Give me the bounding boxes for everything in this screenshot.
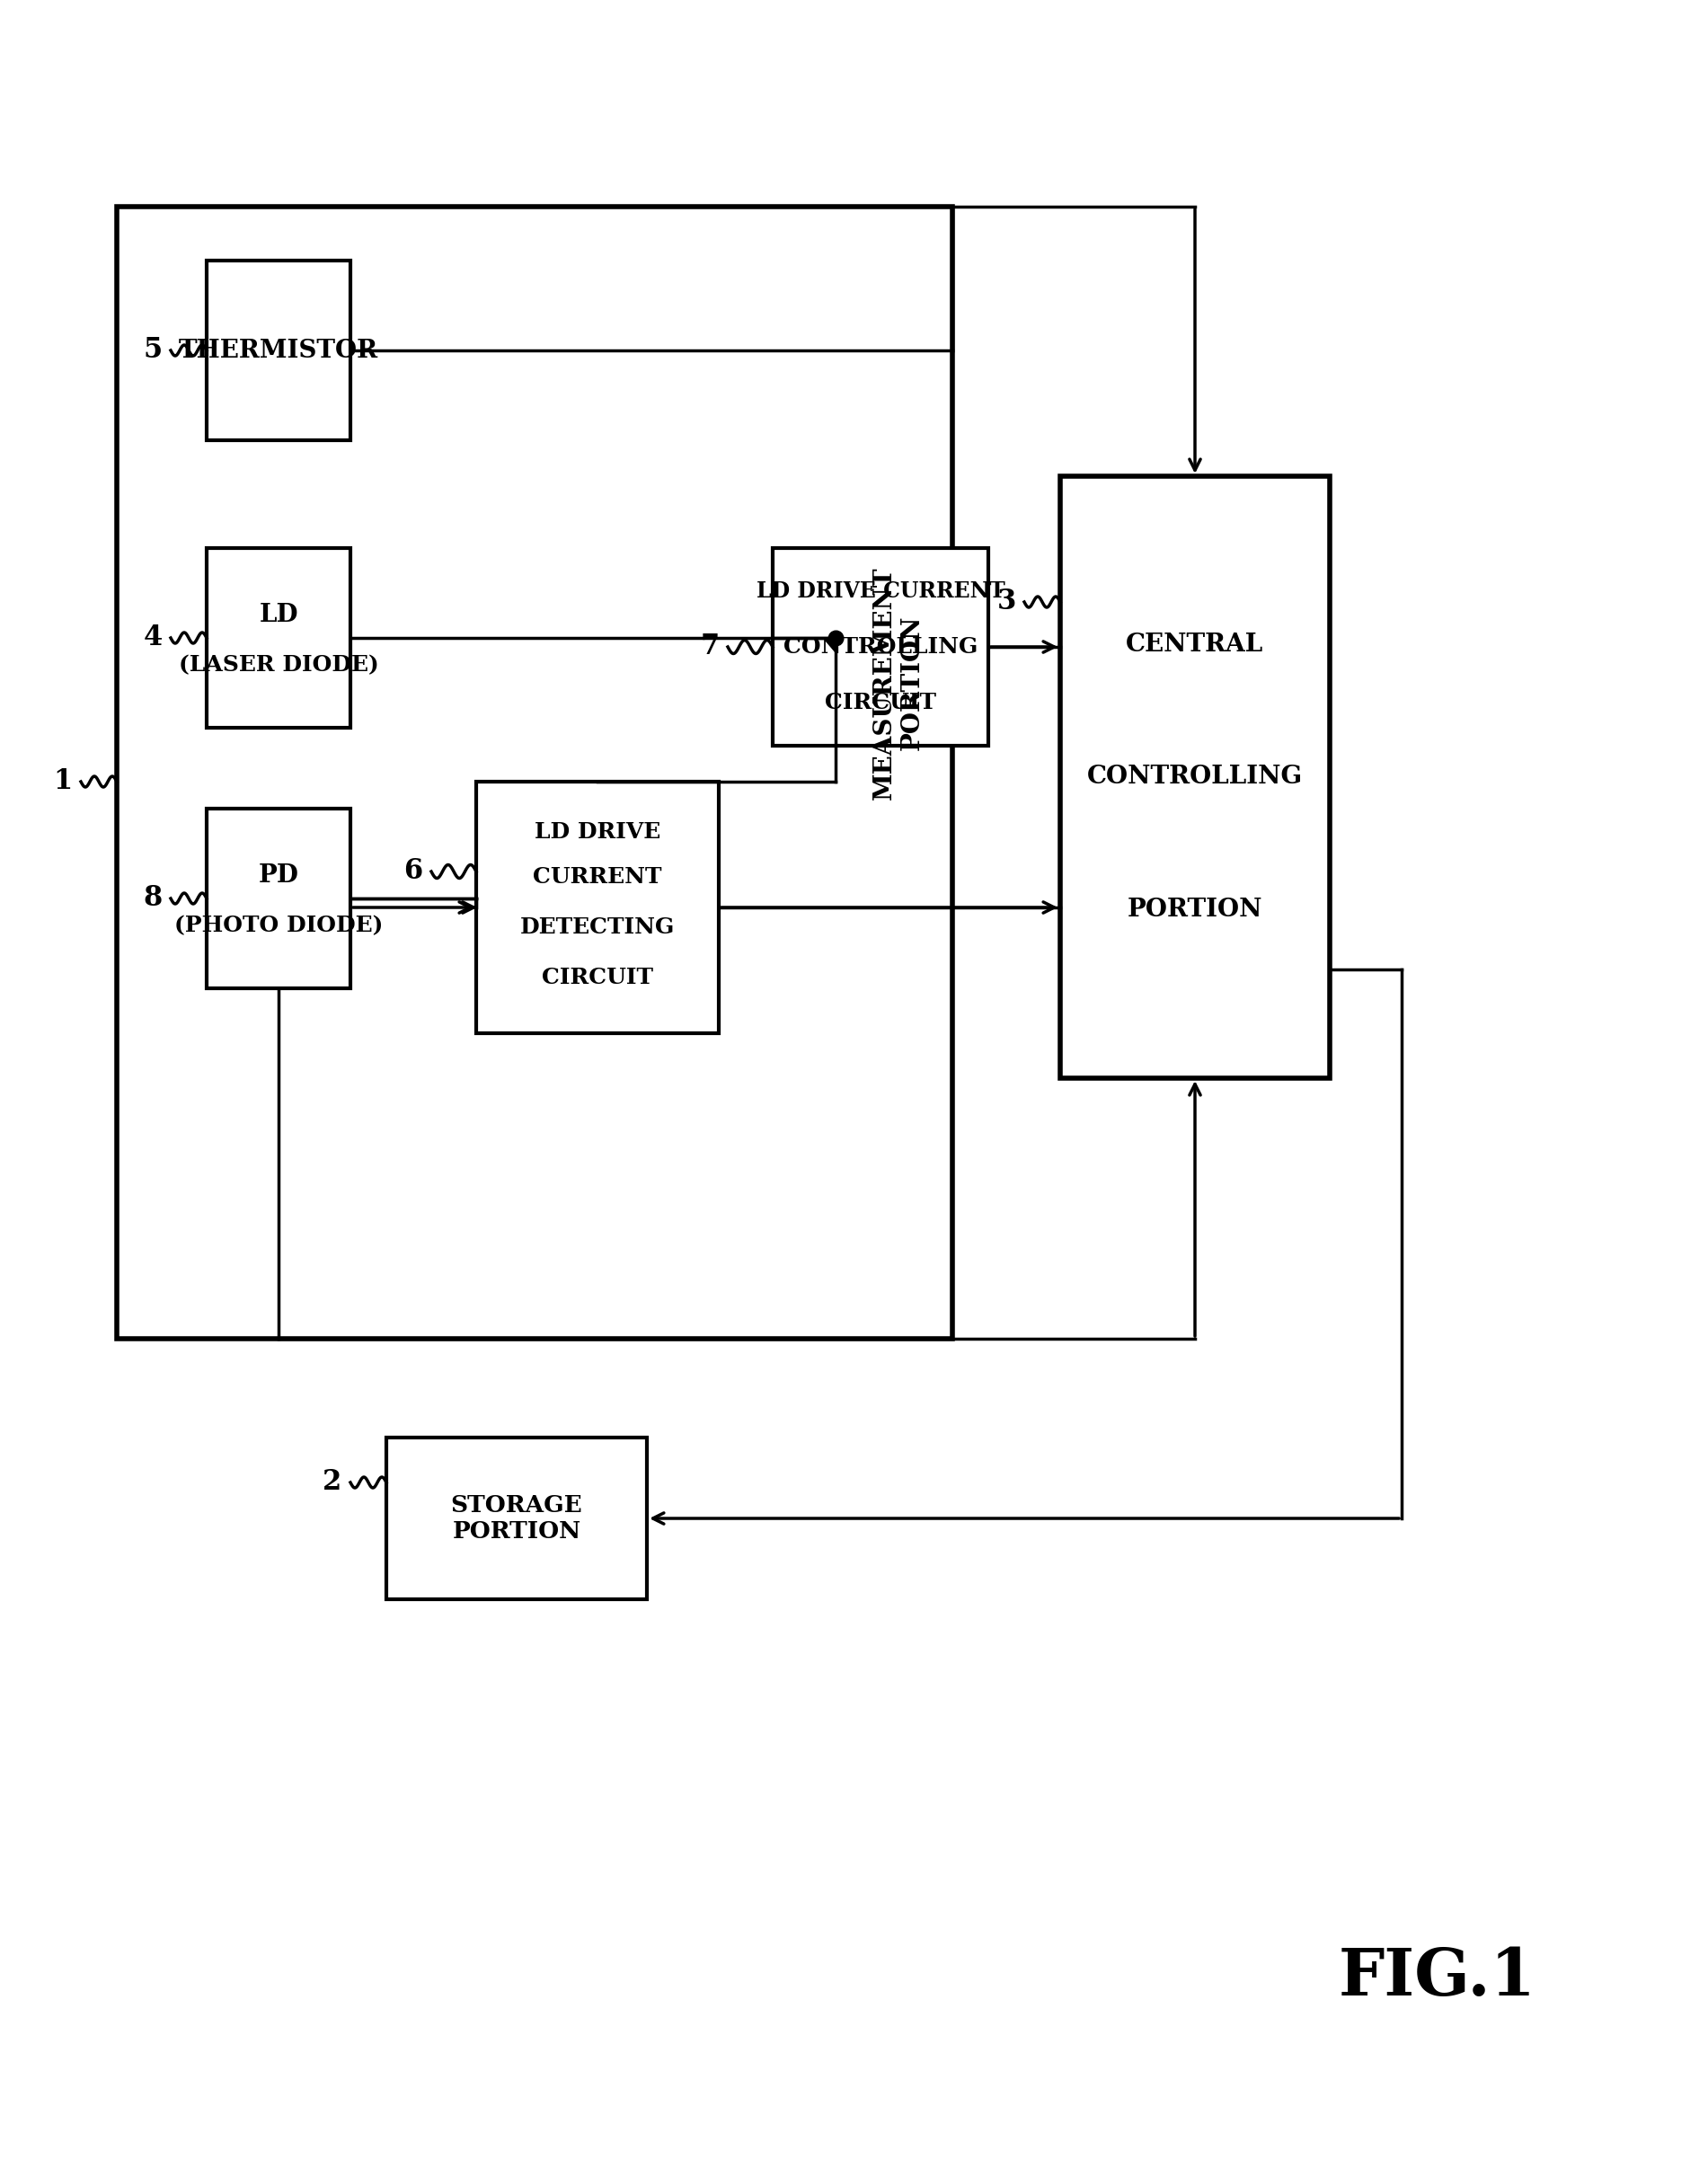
Text: MEASUREMENT
PORTION: MEASUREMENT PORTION [873,566,924,799]
Bar [116,207,953,1339]
Bar [1061,477,1331,1077]
Text: LD: LD [260,602,299,628]
Text: 2: 2 [323,1468,342,1496]
Text: CENTRAL: CENTRAL [1126,633,1264,656]
Text: PD: PD [258,864,299,887]
Bar [207,810,350,989]
Text: (PHOTO DIODE): (PHOTO DIODE) [174,915,383,937]
Text: CURRENT: CURRENT [533,866,663,887]
Text: 6: 6 [403,857,424,885]
Text: STORAGE
PORTION: STORAGE PORTION [451,1494,582,1544]
Text: 5: 5 [143,337,162,365]
Text: CONTROLLING: CONTROLLING [784,637,977,658]
Bar [477,782,719,1034]
Text: CONTROLLING: CONTROLLING [1086,764,1303,790]
Text: 3: 3 [997,587,1016,615]
Bar [207,261,350,440]
Text: 7: 7 [700,633,719,661]
Bar [207,548,350,728]
Text: 4: 4 [143,624,162,652]
Text: FIG.1: FIG.1 [1339,1945,1535,2008]
Text: PORTION: PORTION [1127,898,1262,922]
Text: THERMISTOR: THERMISTOR [179,339,377,363]
Text: LD DRIVE CURRENT: LD DRIVE CURRENT [757,581,1004,602]
Text: 1: 1 [53,769,72,795]
Bar [386,1438,647,1600]
Text: CIRCUIT: CIRCUIT [541,967,652,989]
Text: DETECTING: DETECTING [519,918,675,939]
Text: (LASER DIODE): (LASER DIODE) [178,654,379,676]
Text: CIRCUIT: CIRCUIT [825,691,936,712]
Text: LD DRIVE: LD DRIVE [535,820,661,842]
Bar [772,548,989,745]
Text: 8: 8 [143,885,162,913]
